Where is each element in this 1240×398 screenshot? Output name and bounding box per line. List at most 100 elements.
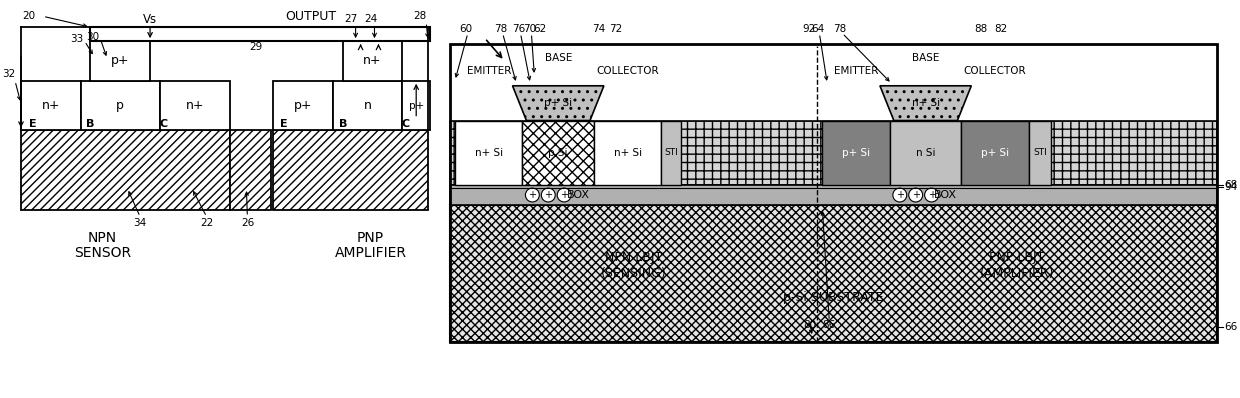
Text: 26: 26 — [241, 218, 254, 228]
Text: 28: 28 — [414, 11, 427, 21]
Text: PNP: PNP — [357, 231, 384, 245]
Text: E: E — [29, 119, 37, 129]
Text: 24: 24 — [363, 14, 377, 24]
Text: 62: 62 — [533, 24, 547, 34]
Bar — [522, 121, 594, 185]
Text: n+ Si: n+ Si — [475, 148, 502, 158]
Text: +: + — [928, 190, 935, 200]
Text: n+ Si: n+ Si — [614, 148, 642, 158]
Text: 68: 68 — [1225, 180, 1238, 190]
Bar — [273, 81, 332, 131]
Text: p+ Si: p+ Si — [981, 148, 1009, 158]
Text: COLLECTOR: COLLECTOR — [963, 66, 1027, 76]
Text: n+: n+ — [363, 55, 382, 68]
Text: B: B — [339, 119, 347, 129]
Text: +: + — [911, 190, 920, 200]
Bar — [91, 41, 150, 81]
Text: 30: 30 — [86, 32, 99, 42]
Text: 94: 94 — [1225, 182, 1238, 192]
Text: C: C — [402, 119, 409, 129]
Text: COLLECTOR: COLLECTOR — [596, 66, 658, 76]
Bar — [661, 121, 681, 185]
Circle shape — [542, 188, 556, 202]
Bar — [229, 131, 272, 210]
Text: EMITTER: EMITTER — [466, 66, 511, 76]
Text: EMITTER: EMITTER — [835, 66, 878, 76]
Text: 82: 82 — [994, 24, 1008, 34]
Text: NPN: NPN — [88, 231, 117, 245]
Text: p+: p+ — [294, 99, 312, 112]
Bar — [160, 81, 229, 131]
Text: SENSOR: SENSOR — [74, 246, 131, 259]
Text: 29: 29 — [249, 42, 263, 52]
Text: n+ Si: n+ Si — [911, 98, 940, 108]
Text: n Si: n Si — [916, 148, 935, 158]
Bar — [450, 185, 1216, 205]
Text: n+: n+ — [186, 99, 205, 112]
Bar — [332, 81, 402, 131]
Text: E: E — [280, 119, 288, 129]
Text: +: + — [895, 190, 904, 200]
Text: p+ Si: p+ Si — [544, 98, 573, 108]
Text: p+: p+ — [408, 101, 424, 111]
Text: +: + — [528, 190, 537, 200]
Text: 66: 66 — [1225, 322, 1238, 332]
Text: BOX: BOX — [934, 190, 957, 200]
Bar — [450, 205, 1216, 342]
Text: 60: 60 — [459, 24, 472, 34]
Text: +: + — [560, 190, 568, 200]
Bar — [91, 27, 430, 41]
Text: 78: 78 — [494, 24, 507, 34]
Text: OUTPUT: OUTPUT — [285, 10, 336, 23]
Polygon shape — [512, 86, 604, 121]
Text: 88: 88 — [975, 24, 988, 34]
Text: 78: 78 — [833, 24, 847, 34]
Text: 70: 70 — [523, 24, 536, 34]
Circle shape — [526, 188, 539, 202]
Text: p: p — [117, 99, 124, 112]
Bar — [342, 41, 402, 81]
Text: +: + — [544, 190, 552, 200]
Text: 34: 34 — [134, 218, 146, 228]
Bar — [273, 131, 428, 210]
Text: 74: 74 — [593, 24, 605, 34]
Bar — [961, 121, 1029, 185]
Bar — [822, 121, 890, 185]
Text: p Si: p Si — [548, 148, 568, 158]
Text: p-Si SUBSTRATE: p-Si SUBSTRATE — [782, 291, 884, 304]
Circle shape — [909, 188, 923, 202]
Text: 32: 32 — [2, 69, 16, 79]
Text: 27: 27 — [343, 14, 357, 24]
Circle shape — [925, 188, 939, 202]
Text: 72: 72 — [609, 24, 622, 34]
Bar — [455, 121, 522, 185]
Text: BASE: BASE — [544, 53, 572, 63]
Text: 22: 22 — [200, 218, 213, 228]
Bar — [890, 121, 961, 185]
Text: p+: p+ — [112, 55, 129, 68]
Text: BOX: BOX — [567, 190, 589, 200]
Text: BASE: BASE — [911, 53, 940, 63]
Text: n: n — [363, 99, 372, 112]
Text: B: B — [87, 119, 94, 129]
Text: 33: 33 — [69, 34, 83, 44]
Bar — [1029, 121, 1050, 185]
Text: AMPLIFIER: AMPLIFIER — [335, 246, 407, 259]
Text: 76: 76 — [512, 24, 525, 34]
Text: p+ Si: p+ Si — [842, 148, 870, 158]
Text: 80: 80 — [802, 320, 816, 330]
Text: C: C — [160, 119, 169, 129]
Text: 20: 20 — [22, 11, 36, 21]
Bar — [81, 81, 160, 131]
Text: (AMPLIFIER): (AMPLIFIER) — [980, 267, 1054, 280]
Bar — [21, 131, 229, 210]
Text: Vs: Vs — [143, 13, 157, 26]
Bar — [450, 121, 1216, 185]
Text: NPN LBJT: NPN LBJT — [605, 251, 662, 264]
Bar — [594, 121, 661, 185]
Bar — [450, 44, 1216, 342]
Bar — [402, 81, 430, 131]
Circle shape — [557, 188, 572, 202]
Text: PNP LBJT: PNP LBJT — [990, 251, 1044, 264]
Text: 64: 64 — [811, 24, 825, 34]
